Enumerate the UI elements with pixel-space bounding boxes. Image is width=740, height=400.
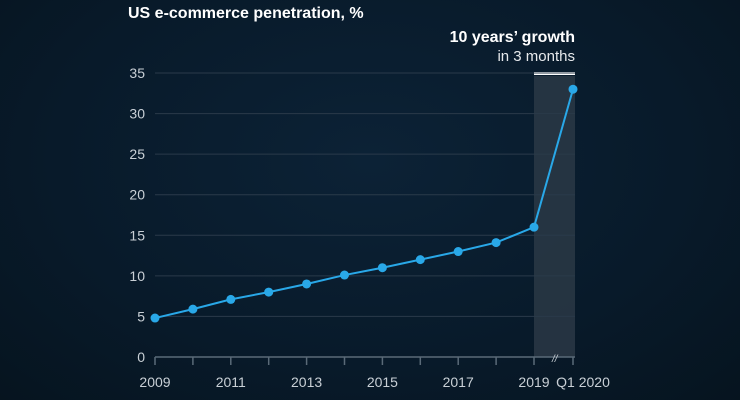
data-point bbox=[302, 279, 312, 289]
y-tick-label: 10 bbox=[129, 268, 145, 284]
highlight-region bbox=[534, 76, 575, 357]
axis-break-marker: // bbox=[551, 354, 559, 365]
y-tick-label: 15 bbox=[129, 227, 145, 243]
series-line bbox=[154, 88, 574, 320]
y-tick-label: 5 bbox=[137, 308, 145, 324]
data-point bbox=[377, 263, 387, 273]
data-point bbox=[340, 270, 349, 280]
annotation-headline: 10 years’ growth bbox=[449, 29, 575, 46]
y-tick-label: 25 bbox=[129, 146, 145, 162]
data-point bbox=[568, 84, 578, 94]
x-tick-label: 2009 bbox=[139, 374, 170, 390]
x-tick-label: 2011 bbox=[216, 374, 246, 390]
data-point bbox=[264, 287, 274, 297]
y-tick-label: 0 bbox=[137, 349, 145, 365]
data-point bbox=[226, 294, 236, 304]
x-tick-label: 2013 bbox=[291, 374, 322, 390]
y-tick-label: 30 bbox=[129, 106, 145, 122]
x-tick-label: 2015 bbox=[367, 374, 398, 390]
chart-title: US e-commerce penetration, % bbox=[128, 5, 364, 22]
data-point bbox=[491, 238, 501, 248]
data-point bbox=[150, 313, 160, 323]
data-point bbox=[415, 255, 425, 265]
data-point bbox=[188, 304, 198, 314]
x-tick-label: 2019 bbox=[518, 374, 549, 390]
y-tick-label: 20 bbox=[129, 187, 145, 203]
x-tick-label: Q1 2020 bbox=[556, 374, 610, 390]
data-point bbox=[453, 247, 463, 257]
annotation-subline: in 3 months bbox=[497, 48, 575, 65]
y-tick-label: 35 bbox=[129, 65, 145, 81]
x-tick-label: 2017 bbox=[443, 374, 474, 390]
data-point bbox=[529, 222, 539, 232]
